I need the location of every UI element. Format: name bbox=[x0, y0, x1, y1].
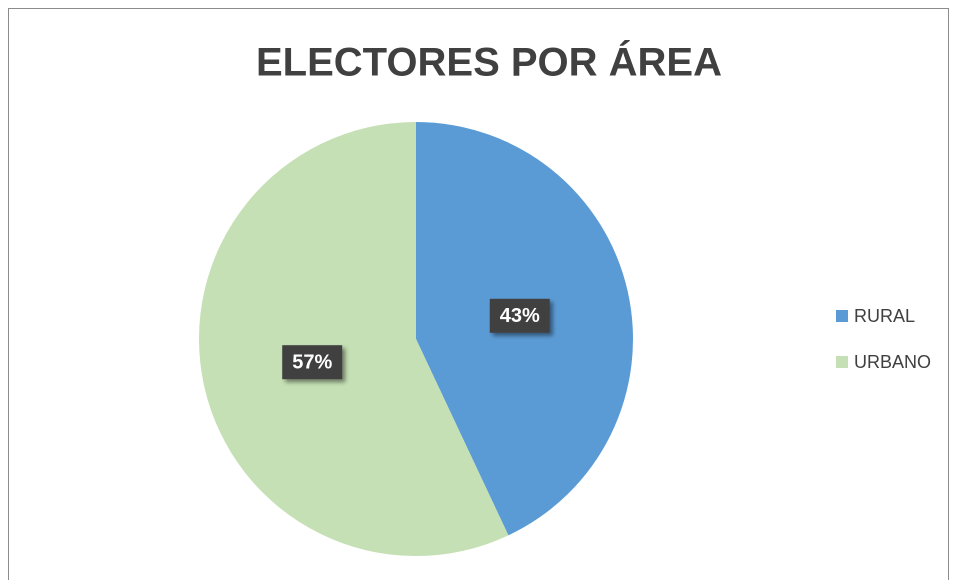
data-label-box bbox=[282, 345, 343, 380]
legend-label: RURAL bbox=[854, 306, 915, 326]
chart-title: ELECTORES POR ÁREA bbox=[256, 40, 722, 85]
legend-swatch bbox=[836, 356, 848, 368]
pie-slice bbox=[198, 122, 509, 556]
data-label-box bbox=[489, 298, 550, 333]
legend-swatch bbox=[836, 310, 848, 322]
legend-label: URBANO bbox=[854, 352, 931, 372]
data-label: 57% bbox=[292, 351, 332, 373]
data-label: 43% bbox=[500, 305, 540, 327]
